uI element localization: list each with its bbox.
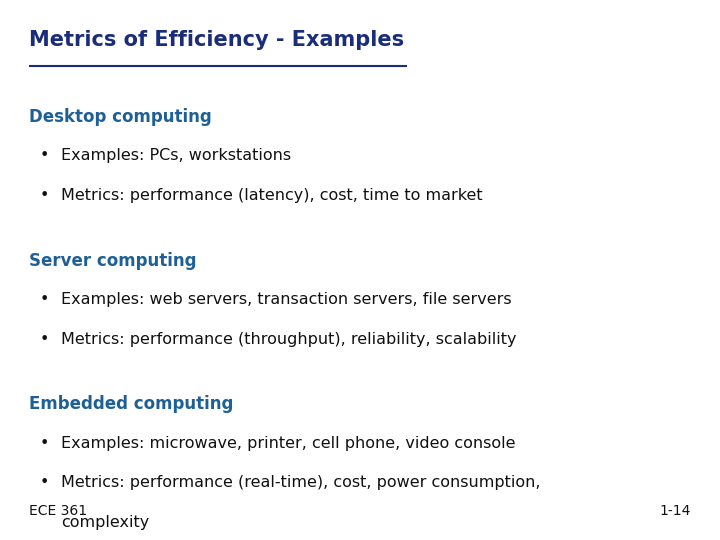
Text: •: •	[40, 292, 49, 307]
Text: Examples: web servers, transaction servers, file servers: Examples: web servers, transaction serve…	[61, 292, 512, 307]
Text: •: •	[40, 436, 49, 451]
Text: •: •	[40, 188, 49, 203]
Text: Embedded computing: Embedded computing	[29, 395, 233, 413]
Text: Metrics of Efficiency - Examples: Metrics of Efficiency - Examples	[29, 30, 404, 50]
Text: Examples: PCs, workstations: Examples: PCs, workstations	[61, 148, 292, 164]
Text: Metrics: performance (latency), cost, time to market: Metrics: performance (latency), cost, ti…	[61, 188, 483, 203]
Text: Metrics: performance (real-time), cost, power consumption,: Metrics: performance (real-time), cost, …	[61, 475, 541, 490]
Text: Examples: microwave, printer, cell phone, video console: Examples: microwave, printer, cell phone…	[61, 436, 516, 451]
Text: •: •	[40, 148, 49, 164]
Text: •: •	[40, 475, 49, 490]
Text: ECE 361: ECE 361	[29, 504, 87, 518]
Text: 1-14: 1-14	[660, 504, 691, 518]
Text: Server computing: Server computing	[29, 252, 197, 269]
Text: Desktop computing: Desktop computing	[29, 108, 212, 126]
Text: •: •	[40, 332, 49, 347]
Text: Metrics: performance (throughput), reliability, scalability: Metrics: performance (throughput), relia…	[61, 332, 517, 347]
Text: complexity: complexity	[61, 515, 150, 530]
